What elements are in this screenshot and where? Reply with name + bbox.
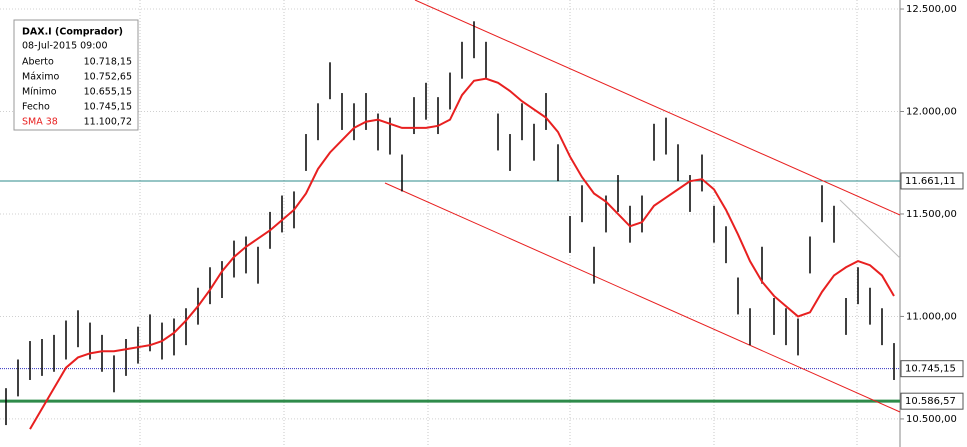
info-label: Aberto <box>22 57 54 68</box>
info-label: SMA 38 <box>22 117 58 128</box>
sma-line <box>29 77 895 430</box>
y-tick-label: 11.000,00 <box>906 311 957 322</box>
level-label: 10.586,57 <box>905 396 956 407</box>
level-box <box>900 392 964 410</box>
trend-channel <box>384 0 901 413</box>
info-value: 10.655,15 <box>84 87 132 98</box>
level-box <box>900 360 964 378</box>
info-value: 10.718,15 <box>84 57 132 68</box>
v-grid <box>139 0 858 447</box>
y-tick-label: 12.000,00 <box>906 106 957 117</box>
info-box: DAX.I (Comprador) 08-Jul-2015 09:00 Aber… <box>13 19 139 131</box>
y-tick-label: 11.500,00 <box>906 209 957 220</box>
info-label: Mínimo <box>22 87 57 98</box>
info-label: Fecho <box>22 102 50 113</box>
info-date: 08-Jul-2015 09:00 <box>22 41 108 52</box>
level-label: 10.745,15 <box>905 364 956 375</box>
y-tick-label: 10.500,00 <box>906 414 957 425</box>
info-label: Máximo <box>22 72 60 83</box>
level-label: 11.661,11 <box>905 176 956 187</box>
info-value: 10.745,15 <box>84 102 132 113</box>
y-tick-label: 12.500,00 <box>906 4 957 15</box>
info-title: DAX.I (Comprador) <box>22 27 123 38</box>
level-box <box>900 172 964 190</box>
info-value: 11.100,72 <box>84 117 132 128</box>
info-value: 10.752,65 <box>84 72 132 83</box>
